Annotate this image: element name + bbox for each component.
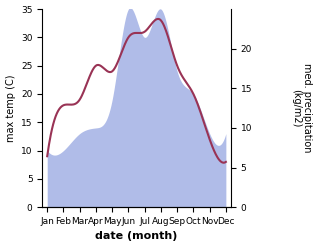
Y-axis label: med. precipitation
(kg/m2): med. precipitation (kg/m2) [291,63,313,153]
X-axis label: date (month): date (month) [95,231,178,242]
Y-axis label: max temp (C): max temp (C) [5,74,16,142]
